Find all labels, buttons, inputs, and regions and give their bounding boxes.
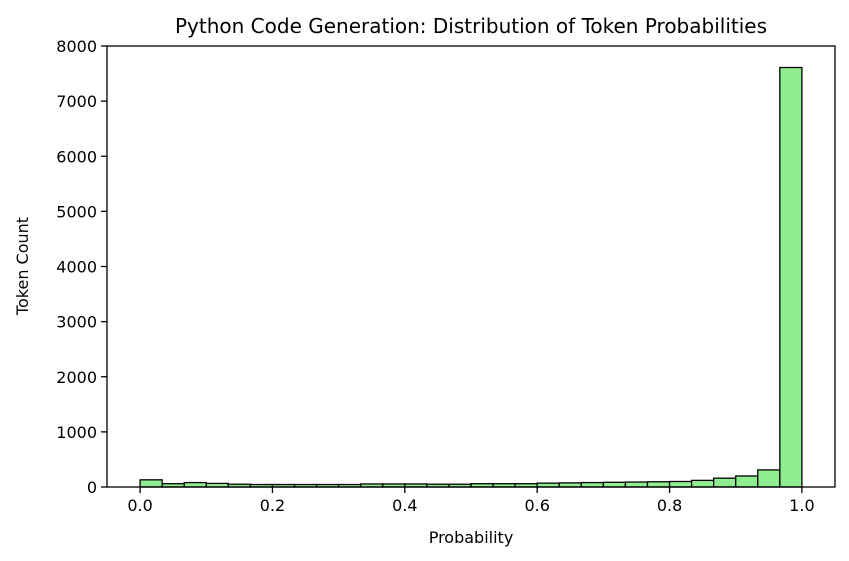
x-axis-label: Probability xyxy=(429,528,514,547)
axes-group xyxy=(106,45,836,488)
y-tick-label: 4000 xyxy=(56,258,97,277)
histogram-bar xyxy=(139,479,163,488)
y-tick-label: 6000 xyxy=(56,147,97,166)
x-tick-label: 0.4 xyxy=(392,496,417,515)
x-ticks-group: 0.0 0.2 0.4 0.6 0.8 1.0 xyxy=(127,487,815,515)
y-tick-label: 2000 xyxy=(56,368,97,387)
histogram-bar xyxy=(580,481,605,488)
histogram-bar xyxy=(668,480,693,488)
y-tick-label: 7000 xyxy=(56,92,97,111)
y-tick-label: 8000 xyxy=(56,37,97,56)
histogram-bar xyxy=(779,66,803,488)
histogram-bar xyxy=(646,481,671,488)
histogram-bar xyxy=(183,481,207,488)
y-ticks-group: 0 1000 2000 3000 4000 5000 6000 7000 8000 xyxy=(56,37,107,497)
x-tick-label: 0.0 xyxy=(127,496,152,515)
y-tick-label: 3000 xyxy=(56,313,97,332)
y-tick-label: 1000 xyxy=(56,423,97,442)
y-tick-label: 0 xyxy=(87,478,97,497)
y-axis-label: Token Count xyxy=(13,217,32,316)
x-tick-label: 1.0 xyxy=(789,496,814,515)
histogram-bar xyxy=(602,481,627,488)
chart-title: Python Code Generation: Distribution of … xyxy=(175,14,767,38)
histogram-bar xyxy=(690,479,715,488)
bars-group xyxy=(139,66,803,488)
histogram-bar xyxy=(624,481,649,488)
histogram-bar xyxy=(757,469,781,488)
x-tick-label: 0.6 xyxy=(524,496,549,515)
histogram-bar xyxy=(735,475,759,488)
plot-frame xyxy=(106,45,836,488)
x-tick-label: 0.2 xyxy=(260,496,285,515)
y-tick-label: 5000 xyxy=(56,202,97,221)
x-tick-label: 0.8 xyxy=(657,496,682,515)
histogram-bar xyxy=(713,477,737,488)
